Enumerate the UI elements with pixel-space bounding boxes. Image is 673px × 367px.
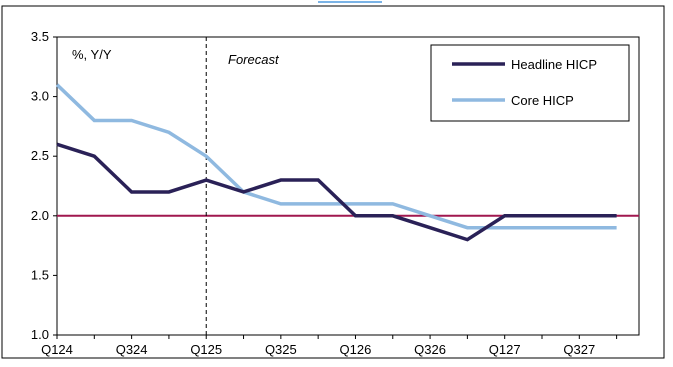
outer-frame [1,5,665,359]
y-tick-label: 2.5 [31,148,49,163]
legend: Headline HICP Core HICP [430,44,630,122]
y-axis: 1.0 1.5 2.0 2.5 3.0 3.5 [31,29,57,342]
x-tick-label: Q126 [340,342,372,357]
y-tick-label: 3.5 [31,29,49,44]
y-tick-label: 1.5 [31,267,49,282]
series-group [55,83,617,242]
x-tick-label: Q324 [116,342,148,357]
y-tick-label: 2.0 [31,208,49,223]
x-tick-label: Q125 [190,342,222,357]
x-tick-label: Q325 [265,342,297,357]
legend-label: Core HICP [511,93,574,108]
legend-label: Headline HICP [511,57,597,72]
y-tick-label: 1.0 [31,327,49,342]
x-tick-label: Q124 [41,342,73,357]
x-tick-label: Q327 [563,342,595,357]
series-line-core-hicp [55,83,617,230]
y-tick-label: 3.0 [31,89,49,104]
series-line-headline-hicp [56,142,617,242]
x-tick-label: Q326 [414,342,446,357]
legend-box [430,44,630,122]
forecast-label: Forecast [228,52,280,67]
x-axis: Q124 Q324 Q125 Q325 Q126 Q326 Q127 Q327 [41,335,618,357]
x-tick-label: Q127 [489,342,521,357]
unit-label: %, Y/Y [72,47,112,62]
